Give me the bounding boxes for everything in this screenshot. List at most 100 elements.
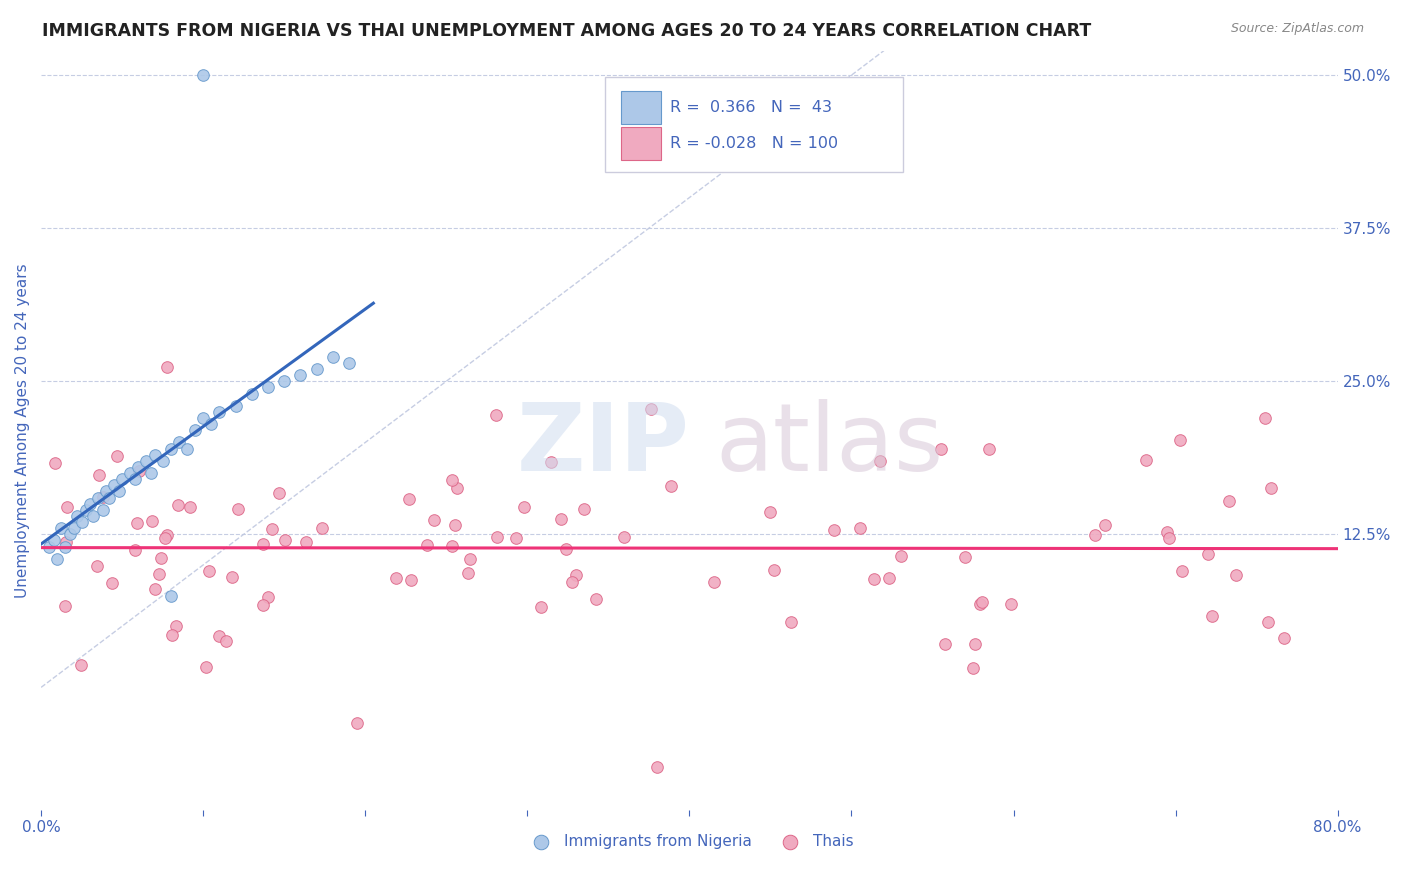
Point <box>1168 433 1191 447</box>
Point <box>322 350 344 364</box>
Point <box>762 563 785 577</box>
Point <box>179 500 201 514</box>
Point <box>221 569 243 583</box>
Point <box>1157 532 1180 546</box>
Point <box>167 498 190 512</box>
Point <box>385 571 408 585</box>
Point <box>1135 453 1157 467</box>
Point <box>969 597 991 611</box>
Point <box>76 503 98 517</box>
Point <box>159 589 181 603</box>
Point <box>160 627 183 641</box>
Point <box>1218 493 1240 508</box>
Point <box>135 454 157 468</box>
Point <box>124 543 146 558</box>
Point <box>195 659 218 673</box>
Point <box>44 456 66 470</box>
Point <box>262 522 284 536</box>
Point <box>59 527 82 541</box>
Point <box>444 518 467 533</box>
Point <box>446 481 468 495</box>
Point <box>585 592 607 607</box>
Point <box>869 454 891 468</box>
Point <box>124 472 146 486</box>
Point <box>550 512 572 526</box>
Point <box>640 402 662 417</box>
Text: R =  0.366   N =  43: R = 0.366 N = 43 <box>669 100 832 115</box>
Point <box>290 368 312 383</box>
Point <box>423 513 446 527</box>
Point <box>555 541 578 556</box>
Point <box>659 479 682 493</box>
Text: Source: ZipAtlas.com: Source: ZipAtlas.com <box>1230 22 1364 36</box>
Point <box>108 484 131 499</box>
Point <box>1156 524 1178 539</box>
Point <box>46 551 69 566</box>
FancyBboxPatch shape <box>620 127 661 160</box>
Point <box>55 534 77 549</box>
Point <box>540 454 562 468</box>
Point <box>257 591 280 605</box>
Point <box>877 570 900 584</box>
Point <box>225 399 247 413</box>
Point <box>165 619 187 633</box>
Point <box>226 501 249 516</box>
Point <box>176 442 198 456</box>
Point <box>152 454 174 468</box>
Point <box>398 491 420 506</box>
Point <box>613 530 636 544</box>
Point <box>574 502 596 516</box>
Point <box>89 468 111 483</box>
Point <box>1254 411 1277 425</box>
Point <box>240 386 263 401</box>
Point <box>485 529 508 543</box>
Point <box>929 442 952 456</box>
Point <box>198 565 221 579</box>
Point <box>505 531 527 545</box>
Point <box>153 531 176 545</box>
Point <box>86 559 108 574</box>
Point <box>1257 615 1279 630</box>
Point <box>1000 597 1022 611</box>
Point <box>759 506 782 520</box>
Point <box>252 537 274 551</box>
Point <box>955 549 977 564</box>
Point <box>148 566 170 581</box>
FancyBboxPatch shape <box>620 91 661 124</box>
Point <box>311 521 333 535</box>
Point <box>401 574 423 588</box>
Point <box>416 538 439 552</box>
Point <box>208 405 231 419</box>
Point <box>1197 547 1219 561</box>
Point <box>977 442 1000 456</box>
Point <box>200 417 222 431</box>
Point <box>145 582 167 597</box>
Text: IMMIGRANTS FROM NIGERIA VS THAI UNEMPLOYMENT AMONG AGES 20 TO 24 YEARS CORRELATI: IMMIGRANTS FROM NIGERIA VS THAI UNEMPLOY… <box>42 22 1091 40</box>
Point <box>458 552 481 566</box>
Point <box>141 514 163 528</box>
Legend: Immigrants from Nigeria, Thais: Immigrants from Nigeria, Thais <box>519 828 859 855</box>
Point <box>143 448 166 462</box>
Point <box>167 435 190 450</box>
Point <box>127 460 149 475</box>
Point <box>66 508 89 523</box>
Point <box>530 600 553 615</box>
Point <box>1171 564 1194 578</box>
Point <box>441 473 464 487</box>
Point <box>863 572 886 586</box>
Point <box>156 528 179 542</box>
Point <box>79 497 101 511</box>
Point <box>1084 527 1107 541</box>
Point <box>273 374 295 388</box>
Point <box>823 523 845 537</box>
Point <box>87 491 110 505</box>
Point <box>257 380 280 394</box>
Point <box>485 408 508 422</box>
Point <box>1094 518 1116 533</box>
Point <box>120 466 142 480</box>
Point <box>159 442 181 456</box>
Point <box>1272 632 1295 646</box>
Point <box>934 637 956 651</box>
Point <box>208 629 231 643</box>
Point <box>848 520 870 534</box>
